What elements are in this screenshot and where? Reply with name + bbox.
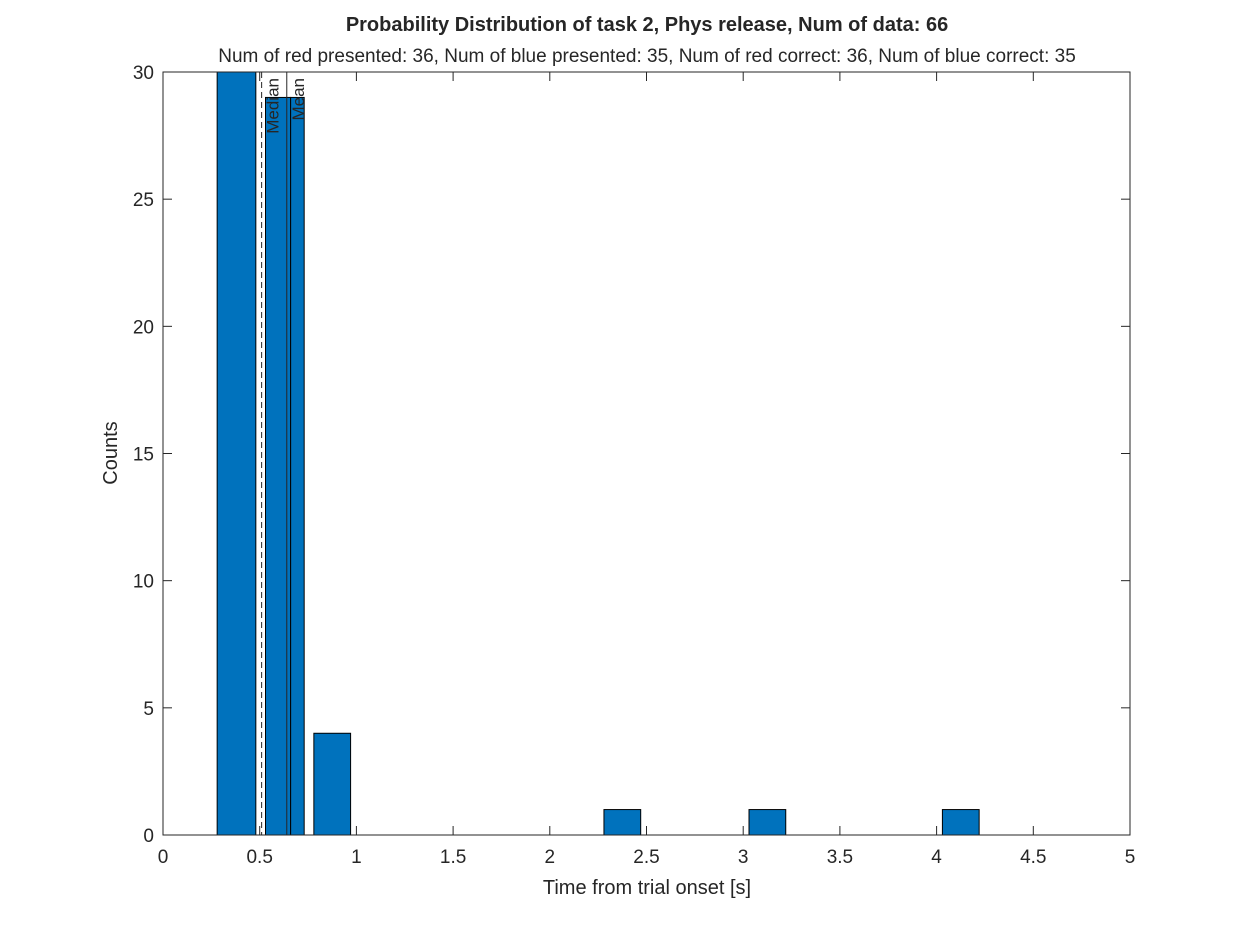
y-tick-label: 5 — [143, 699, 154, 720]
y-tick-label: 15 — [133, 445, 154, 466]
x-tick-label: 3 — [738, 847, 749, 868]
median-label: Median — [264, 78, 283, 134]
mean-label: Mean — [289, 78, 308, 121]
plot-area-frame — [162, 71, 1131, 836]
y-axis-label: Counts — [100, 421, 122, 484]
y-tick-label: 30 — [133, 63, 154, 84]
y-tick-label: 20 — [133, 317, 154, 338]
y-tick-label: 10 — [133, 572, 154, 593]
x-tick-label: 0 — [158, 847, 169, 868]
x-tick-label: 1 — [351, 847, 362, 868]
x-axis: 0 0.5 1 1.5 2 2.5 3 3.5 4 4.5 5 — [158, 72, 1136, 868]
markers-layer: Median Mean — [261, 72, 308, 835]
histogram-bar — [748, 809, 787, 836]
histogram-bar — [313, 732, 352, 836]
histogram-bar — [216, 71, 257, 836]
x-tick-label: 1.5 — [440, 847, 466, 868]
y-tick-label: 25 — [133, 190, 154, 211]
x-axis-label: Time from trial onset [s] — [543, 877, 751, 899]
histogram-bar — [290, 96, 305, 836]
y-axis: 0 5 10 15 20 25 30 — [133, 63, 1130, 847]
chart-title: Probability Distribution of task 2, Phys… — [346, 14, 948, 36]
x-tick-label: 5 — [1125, 847, 1136, 868]
x-tick-label: 2.5 — [633, 847, 659, 868]
x-tick-label: 2 — [545, 847, 556, 868]
x-tick-label: 0.5 — [246, 847, 272, 868]
x-tick-label: 3.5 — [827, 847, 853, 868]
bars-layer — [216, 71, 980, 836]
chart-subtitle: Num of red presented: 36, Num of blue pr… — [218, 46, 1076, 67]
x-tick-label: 4 — [931, 847, 942, 868]
y-tick-label: 0 — [143, 826, 154, 847]
x-tick-label: 4.5 — [1020, 847, 1046, 868]
histogram-bar — [603, 809, 642, 836]
histogram-bar — [941, 809, 980, 836]
